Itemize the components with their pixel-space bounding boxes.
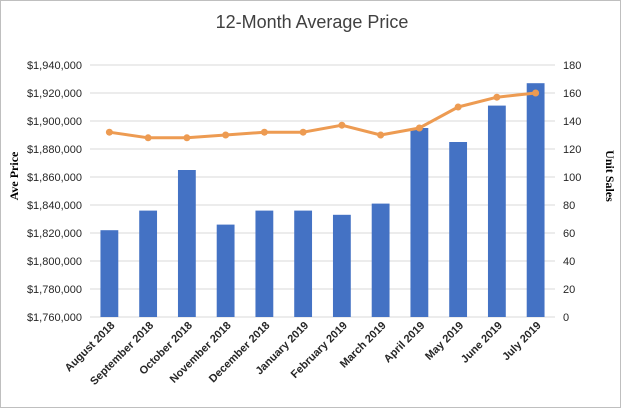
right-tick-label: 160 bbox=[563, 88, 581, 100]
left-tick-label: $1,800,000 bbox=[27, 256, 82, 268]
line-point bbox=[260, 128, 268, 136]
left-tick-label: $1,900,000 bbox=[27, 116, 82, 128]
line-point bbox=[532, 89, 540, 97]
line-point bbox=[183, 134, 191, 142]
category-label: June 2019 bbox=[459, 320, 505, 366]
line-point bbox=[144, 134, 152, 142]
line-point bbox=[338, 121, 346, 129]
left-tick-label: $1,760,000 bbox=[27, 312, 82, 324]
series-line bbox=[109, 91, 536, 140]
bar-series bbox=[100, 83, 545, 317]
bar bbox=[139, 210, 158, 317]
right-axis-title: Unit Sales bbox=[603, 150, 617, 202]
bar bbox=[410, 128, 429, 317]
left-tick-label: $1,820,000 bbox=[27, 228, 82, 240]
chart-title: 12-Month Average Price bbox=[216, 12, 409, 32]
bar bbox=[371, 203, 390, 317]
line-point bbox=[105, 128, 113, 136]
right-axis-ticks: 0 20 40 60 80 100 120 140 160 180 bbox=[563, 60, 581, 324]
line-point bbox=[493, 93, 501, 101]
bar bbox=[216, 224, 235, 317]
category-label: July 2019 bbox=[500, 320, 544, 364]
bar bbox=[332, 214, 351, 317]
right-tick-label: 100 bbox=[563, 172, 581, 184]
bar bbox=[100, 230, 119, 317]
left-axis-title: Ave Price bbox=[7, 151, 21, 200]
line-series bbox=[105, 89, 540, 142]
bar bbox=[487, 105, 506, 317]
right-tick-label: 0 bbox=[563, 312, 569, 324]
right-tick-label: 140 bbox=[563, 116, 581, 128]
gridlines bbox=[90, 64, 555, 318]
line-point bbox=[454, 103, 462, 111]
right-tick-label: 60 bbox=[563, 228, 575, 240]
left-axis-ticks: $1,760,000 $1,780,000 $1,800,000 $1,820,000… bbox=[27, 60, 82, 324]
right-tick-label: 120 bbox=[563, 144, 581, 156]
line-point bbox=[299, 128, 307, 136]
left-tick-label: $1,860,000 bbox=[27, 172, 82, 184]
bar bbox=[449, 142, 468, 317]
left-tick-label: $1,780,000 bbox=[27, 284, 82, 296]
category-label: April 2019 bbox=[382, 320, 428, 366]
right-tick-label: 40 bbox=[563, 256, 575, 268]
bar bbox=[526, 83, 545, 317]
bar bbox=[255, 210, 274, 317]
right-tick-label: 20 bbox=[563, 284, 575, 296]
left-tick-label: $1,880,000 bbox=[27, 144, 82, 156]
line-point bbox=[415, 124, 423, 132]
left-tick-label: $1,920,000 bbox=[27, 88, 82, 100]
right-tick-label: 180 bbox=[563, 60, 581, 72]
line-point bbox=[377, 131, 385, 139]
right-tick-label: 80 bbox=[563, 200, 575, 212]
bar bbox=[177, 170, 196, 317]
left-tick-label: $1,940,000 bbox=[27, 60, 82, 72]
line-point bbox=[222, 131, 230, 139]
left-tick-label: $1,840,000 bbox=[27, 200, 82, 212]
bar bbox=[294, 210, 313, 317]
